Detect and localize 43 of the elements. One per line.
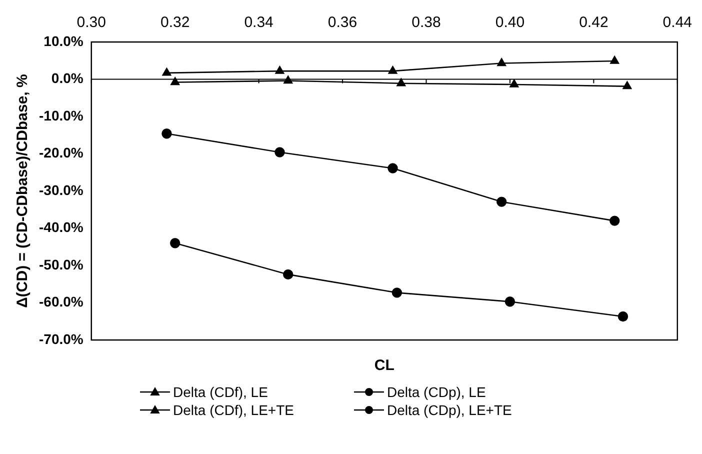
y-axis-title: Δ(CD) = (CD-CDbase)/CDbase, % <box>14 74 32 308</box>
point <box>275 66 284 74</box>
point <box>283 269 294 280</box>
point <box>162 68 172 76</box>
x-tick-label: 0.40 <box>495 14 525 32</box>
x-tick-label: 0.44 <box>662 14 692 32</box>
y-tick-label: -70.0% <box>39 330 84 347</box>
point <box>392 288 402 298</box>
point <box>496 196 507 207</box>
y-tick-label: -40.0% <box>39 219 84 236</box>
x-tick-label: 0.38 <box>412 14 441 32</box>
point <box>162 128 172 139</box>
x-tick-label: 0.36 <box>328 14 358 32</box>
y-tick-label: -30.0% <box>39 182 84 198</box>
point <box>504 296 516 307</box>
point <box>170 77 180 86</box>
point <box>510 79 519 88</box>
legend-label: Delta (CDp), LE+TE <box>386 402 512 418</box>
point <box>284 76 293 84</box>
y-tick-label: 0.0% <box>51 70 84 86</box>
point <box>170 238 180 248</box>
legend-label: Delta (CDf), LE <box>173 384 268 400</box>
legend-label: Delta (CDf), LE+TE <box>173 402 294 418</box>
point <box>610 216 620 226</box>
y-tick-label: -60.0% <box>39 294 84 310</box>
point <box>497 58 506 66</box>
point <box>610 56 620 64</box>
x-tick-label: 0.34 <box>244 14 274 32</box>
point <box>396 78 406 86</box>
y-tick-label: -20.0% <box>39 144 84 161</box>
y-tick-label: -50.0% <box>39 256 84 272</box>
legend-label: Delta (CDp), LE <box>386 384 486 400</box>
x-tick-label: 0.32 <box>160 14 190 32</box>
x-axis-title: CL <box>374 357 394 374</box>
y-tick-label: 10.0% <box>44 32 84 49</box>
point <box>622 81 632 90</box>
x-tick-label: 0.30 <box>76 14 106 32</box>
point <box>274 147 285 158</box>
point <box>618 311 628 322</box>
y-tick-label: -10.0% <box>39 107 84 124</box>
x-tick-label: 0.42 <box>579 14 608 32</box>
point <box>388 163 398 174</box>
point <box>388 66 398 74</box>
